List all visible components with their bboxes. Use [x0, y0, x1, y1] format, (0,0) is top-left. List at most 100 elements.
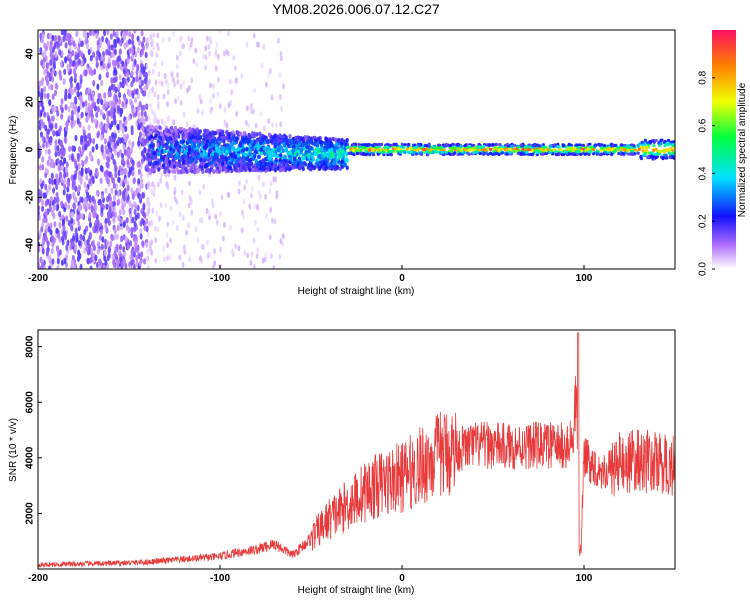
spectrogram-y-tick-label: 40 — [25, 48, 36, 60]
spectrogram-cell — [523, 148, 527, 152]
spectrogram-cell — [157, 119, 160, 126]
spectrogram-cell — [44, 167, 48, 174]
spectrogram-cell — [213, 248, 216, 255]
spectrogram-cell — [117, 98, 121, 105]
spectrogram-cell — [194, 226, 198, 233]
spectrogram-cell — [115, 97, 119, 104]
spectrogram-cell — [233, 154, 237, 160]
spectrogram-cell — [352, 153, 356, 157]
spectrogram-cell — [257, 154, 261, 159]
spectrogram-cell — [103, 30, 107, 37]
spectrogram-cell — [199, 158, 203, 163]
spectrogram-cell — [451, 142, 455, 146]
spectrogram-cell — [281, 148, 285, 154]
spectrogram-cell — [140, 251, 144, 258]
spectrogram-cell — [493, 152, 497, 156]
spectrogram-cell — [645, 141, 649, 145]
spectrogram-cell — [115, 243, 119, 251]
spectrogram-cell — [197, 154, 201, 159]
spectrogram-cell — [146, 125, 150, 130]
spectrogram-cell — [236, 153, 241, 158]
spectrogram-x-tick-label: -200 — [28, 273, 48, 284]
spectrogram-cell — [39, 191, 43, 198]
spectrogram-cell — [153, 91, 157, 98]
spectrogram-cell — [463, 143, 467, 148]
spectrogram-cell — [160, 118, 164, 125]
snr-y-tick-label: 2000 — [25, 502, 36, 525]
spectrogram-cell — [671, 151, 675, 155]
spectrogram-cell — [106, 196, 110, 203]
spectrogram-cell — [465, 151, 469, 155]
spectrogram-cell — [193, 150, 198, 155]
spectrogram-cell — [100, 165, 104, 173]
spectrogram-cell — [288, 133, 292, 139]
spectrogram-cell — [47, 115, 51, 122]
spectrogram-cell — [246, 252, 250, 259]
spectrogram-cell — [78, 146, 82, 153]
spectrogram-cell — [259, 193, 262, 200]
spectrogram-cell — [126, 243, 130, 250]
spectrogram-cell — [324, 165, 328, 171]
spectrogram-cell — [175, 198, 179, 205]
spectrogram-cell — [199, 98, 203, 105]
spectrogram-cell — [662, 155, 666, 160]
spectrogram-cell — [54, 82, 58, 90]
spectrogram-cell — [275, 193, 279, 200]
colorbar-tick-label: 0.0 — [698, 262, 709, 276]
spectrogram-x-tick-label: 0 — [399, 273, 405, 284]
spectrogram-cell — [148, 136, 152, 141]
spectrogram-cell — [99, 109, 103, 116]
spectrogram-cell — [643, 151, 647, 156]
spectrogram-cell — [43, 85, 47, 93]
spectrogram-cell — [215, 41, 219, 48]
spectrogram-cell — [43, 111, 47, 118]
spectrogram-cell — [636, 144, 640, 148]
spectrogram-cell — [253, 153, 257, 159]
spectrogram-cell — [289, 156, 293, 162]
spectrogram-cell — [331, 136, 336, 142]
spectrogram-cell — [221, 146, 226, 151]
spectrogram-cell — [377, 142, 381, 147]
spectrogram-cell — [124, 236, 128, 243]
spectrogram-cell — [508, 151, 512, 155]
spectrogram-cell — [235, 147, 240, 153]
spectrogram-cell — [659, 141, 663, 146]
spectrogram-cell — [541, 152, 545, 156]
spectrogram-cell — [87, 124, 91, 131]
spectrogram-cell — [263, 151, 267, 156]
snr-series-line — [38, 332, 675, 568]
spectrogram-cell — [103, 152, 107, 160]
spectrogram-cell — [109, 199, 113, 206]
spectrogram-cell — [97, 247, 101, 254]
spectrogram-cell — [261, 158, 265, 163]
spectrogram-cell — [38, 214, 41, 221]
spectrogram-cell — [64, 57, 68, 64]
spectrogram-cell — [104, 123, 108, 131]
spectrogram-cell — [63, 136, 67, 144]
spectrogram-cell — [132, 76, 136, 84]
spectrogram-cell — [368, 148, 372, 152]
spectrogram-cell — [182, 164, 186, 169]
spectrogram-cell — [194, 159, 198, 165]
spectrogram-cell — [82, 202, 86, 210]
spectrogram-cell — [54, 197, 58, 204]
spectrogram-cell — [367, 142, 371, 147]
spectrogram-cell — [77, 205, 81, 212]
spectrogram-cell — [264, 251, 268, 258]
spectrogram-cell — [168, 36, 171, 43]
spectrogram-cell — [654, 138, 658, 143]
spectrogram-cell — [117, 198, 121, 205]
spectrogram-cell — [603, 151, 607, 155]
spectrogram-cell — [149, 33, 153, 40]
spectrogram-cell — [130, 187, 134, 194]
spectrogram-cell — [71, 145, 75, 152]
spectrogram-cell — [133, 30, 137, 34]
spectrogram-cell — [119, 235, 123, 243]
spectrogram-cell — [88, 69, 92, 76]
spectrogram-cell — [44, 124, 48, 132]
spectrogram-cell — [147, 79, 151, 86]
spectrogram-cell — [270, 94, 274, 101]
spectrogram-cell — [197, 130, 201, 135]
